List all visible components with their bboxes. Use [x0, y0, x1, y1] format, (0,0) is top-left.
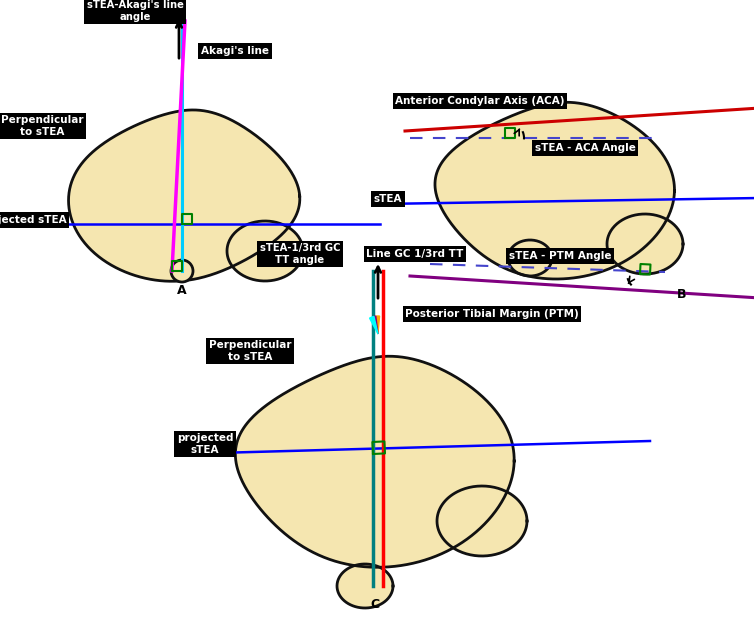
Polygon shape	[437, 486, 527, 556]
Polygon shape	[69, 110, 300, 281]
Text: Perpendicular
to sTEA: Perpendicular to sTEA	[209, 340, 291, 362]
Circle shape	[171, 260, 193, 282]
Text: projected sTEA: projected sTEA	[0, 215, 66, 225]
Polygon shape	[227, 221, 303, 281]
Polygon shape	[607, 214, 683, 274]
Text: sTEA-Akagi's line
angle: sTEA-Akagi's line angle	[87, 0, 183, 22]
Text: sTEA - ACA Angle: sTEA - ACA Angle	[535, 143, 636, 153]
Text: B: B	[677, 287, 687, 300]
Polygon shape	[235, 356, 514, 567]
Polygon shape	[508, 240, 552, 276]
Text: Posterior Tibial Margin (PTM): Posterior Tibial Margin (PTM)	[405, 309, 579, 319]
Text: sTEA-1/3rd GC
TT angle: sTEA-1/3rd GC TT angle	[259, 243, 340, 265]
Text: A: A	[177, 284, 187, 297]
Text: C: C	[370, 597, 379, 610]
Text: projected
sTEA: projected sTEA	[176, 433, 233, 455]
Wedge shape	[374, 316, 378, 334]
Text: sTEA - PTM Angle: sTEA - PTM Angle	[509, 251, 611, 261]
Text: Perpendicular
to sTEA: Perpendicular to sTEA	[1, 115, 83, 137]
Polygon shape	[435, 102, 675, 279]
Wedge shape	[375, 316, 379, 334]
Polygon shape	[337, 564, 393, 608]
Text: sTEA: sTEA	[374, 194, 402, 204]
Text: Anterior Condylar Axis (ACA): Anterior Condylar Axis (ACA)	[395, 96, 565, 106]
Wedge shape	[369, 317, 378, 334]
Text: Line GC 1/3rd TT: Line GC 1/3rd TT	[366, 249, 464, 259]
Text: Akagi's line: Akagi's line	[201, 46, 269, 56]
